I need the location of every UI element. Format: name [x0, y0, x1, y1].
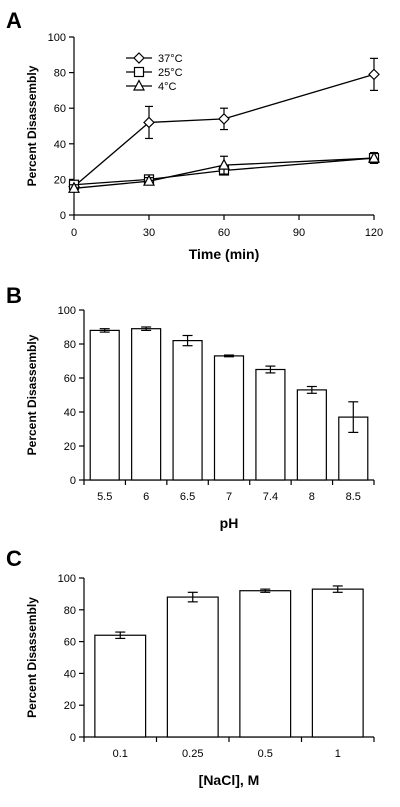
x-tick-label: 0.1 — [113, 748, 128, 760]
data-point-4c — [218, 158, 230, 170]
panel-letter-a: A — [6, 8, 22, 33]
x-tick-label: 6.5 — [180, 491, 195, 503]
x-tick-label: 1 — [335, 748, 341, 760]
bar — [239, 590, 292, 738]
y-tick-label: 80 — [64, 605, 76, 617]
data-point-37c — [368, 68, 380, 81]
x-tick-label: 7.4 — [263, 491, 278, 503]
y-tick-label: 60 — [64, 637, 76, 649]
legend-label-25c: 25°C — [158, 67, 183, 79]
panel-letter-b: B — [6, 283, 22, 308]
x-axis-label: [NaCl], M — [199, 772, 260, 788]
legend-label-4c: 4°C — [158, 81, 177, 93]
x-tick-label: 30 — [143, 227, 155, 239]
y-tick-label: 20 — [54, 174, 66, 186]
x-tick-label: 7 — [226, 491, 232, 503]
y-tick-label: 40 — [64, 407, 76, 419]
y-tick-label: 100 — [58, 573, 76, 585]
data-point-37c — [143, 116, 155, 129]
y-tick-label: 0 — [60, 210, 66, 222]
x-tick-label: 120 — [365, 227, 383, 239]
y-tick-label: 100 — [58, 305, 76, 317]
x-tick-label: 90 — [293, 227, 305, 239]
y-tick-label: 20 — [64, 700, 76, 712]
series-line-25c — [73, 157, 375, 186]
y-tick-label: 0 — [70, 732, 76, 744]
bar — [166, 596, 219, 738]
y-tick-label: 20 — [64, 441, 76, 453]
x-tick-label: 0 — [71, 227, 77, 239]
x-axis-label: pH — [220, 515, 239, 531]
bar — [255, 368, 286, 481]
series-line-4c — [73, 157, 375, 189]
y-tick-label: 40 — [54, 139, 66, 151]
x-tick-label: 8.5 — [346, 491, 361, 503]
bar — [94, 634, 147, 738]
y-axis-label: Percent Disassembly — [25, 65, 39, 186]
data-point-4c — [368, 151, 380, 163]
x-axis-label: Time (min) — [189, 246, 260, 262]
bar — [296, 389, 327, 481]
x-tick-label: 60 — [218, 227, 230, 239]
panel-letter-c: C — [6, 546, 22, 571]
y-tick-label: 80 — [64, 339, 76, 351]
data-point-4c — [68, 181, 80, 193]
series-line-37c — [73, 73, 375, 188]
legend-marker-4c — [133, 79, 145, 91]
legend-marker-37c — [133, 52, 145, 64]
y-axis-label: Percent Disassembly — [25, 334, 39, 455]
bar — [89, 329, 120, 481]
bar — [131, 328, 162, 481]
bar — [172, 340, 203, 481]
bar — [213, 355, 245, 481]
x-tick-label: 5.5 — [97, 491, 112, 503]
y-tick-label: 60 — [64, 373, 76, 385]
bar — [311, 588, 364, 738]
y-tick-label: 40 — [64, 668, 76, 680]
legend-label-37c: 37°C — [158, 53, 183, 65]
y-tick-label: 100 — [48, 32, 66, 44]
legend-marker-25c — [133, 66, 145, 78]
x-tick-label: 8 — [309, 491, 315, 503]
data-point-37c — [218, 113, 230, 125]
y-tick-label: 0 — [70, 475, 76, 487]
y-axis-label: Percent Disassembly — [25, 597, 39, 718]
data-point-4c — [143, 174, 155, 186]
x-tick-label: 0.25 — [182, 748, 203, 760]
y-tick-label: 60 — [54, 103, 66, 115]
y-tick-label: 80 — [54, 68, 66, 80]
x-tick-label: 0.5 — [258, 748, 273, 760]
x-tick-label: 6 — [143, 491, 149, 503]
